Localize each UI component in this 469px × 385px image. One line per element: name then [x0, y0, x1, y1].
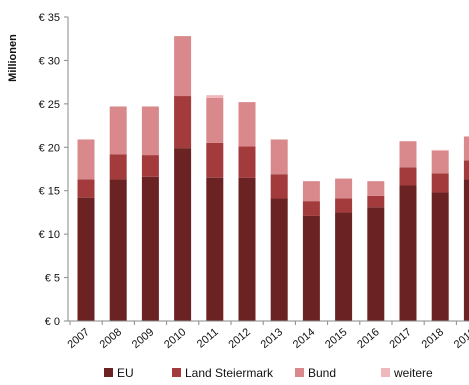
bar-2016-series-0 [367, 207, 385, 321]
bar-2015-series-1 [335, 198, 353, 213]
legend-swatch-2 [295, 368, 304, 377]
bar-2013-series-2 [270, 139, 288, 175]
x-tick-label: 2019 [452, 326, 469, 351]
bar-2008-series-0 [109, 179, 127, 321]
bar-2008-series-2 [109, 106, 127, 155]
bar-2007-series-1 [77, 179, 95, 198]
x-ticks-group: 2007 2008 2009 2010 2011 2012 2013 2014 2015 2016… [65, 321, 469, 351]
legend-label-0: EU [117, 366, 134, 380]
bar-2019-series-0 [463, 179, 469, 321]
bar-2011-series-0 [206, 177, 224, 321]
bar-2012-series-2 [238, 102, 256, 147]
bar-2014-series-2 [302, 181, 320, 202]
bar-2013-series-0 [270, 198, 288, 321]
bar-2013-series-1 [270, 174, 288, 199]
bar-2017-series-0 [399, 185, 417, 321]
bar-2011-series-2 [206, 97, 224, 143]
bar-2010-series-0 [174, 148, 192, 321]
bar-2009-series-0 [141, 176, 159, 321]
bar-2011-series-1 [206, 142, 224, 178]
bar-2010-series-2 [174, 36, 192, 97]
y-tick-label: € 10 [39, 229, 60, 241]
bar-2019-series-1 [463, 160, 469, 180]
bar-2007-series-0 [77, 197, 95, 321]
bar-2012-series-0 [238, 177, 256, 321]
bar-2019-series-3 [463, 135, 469, 137]
y-tick-label: € 15 [39, 186, 60, 198]
x-tick-label: 2009 [130, 326, 156, 351]
y-tick-label: € 35 [39, 12, 60, 24]
x-tick-label: 2018 [420, 326, 446, 351]
bar-2017-series-1 [399, 167, 417, 186]
bar-2017-series-2 [399, 141, 417, 168]
bar-2014-series-0 [302, 215, 320, 321]
x-tick-label: 2008 [98, 326, 124, 351]
bar-2012-series-1 [238, 146, 256, 178]
legend-swatch-1 [172, 368, 181, 377]
bar-2007-series-2 [77, 139, 95, 180]
x-tick-label: 2014 [291, 326, 317, 351]
bar-2016-series-2 [367, 181, 385, 196]
bar-2016-series-1 [367, 195, 385, 208]
x-tick-label: 2016 [355, 326, 381, 351]
bar-2015-series-0 [335, 212, 353, 321]
y-tick-label: € 5 [45, 273, 60, 285]
legend-swatch-0 [104, 368, 113, 377]
x-tick-label: 2013 [259, 326, 285, 351]
y-tick-label: € 20 [39, 142, 60, 154]
bar-2011-series-3 [206, 95, 224, 98]
bar-2018-series-2 [431, 150, 449, 174]
legend-swatch-3 [381, 368, 390, 377]
legend: EU Land Steiermark Bund weitere [104, 366, 433, 380]
y-ticks-group: € 0 € 5 € 10 € 15 € 20 € 25 € 30 € 35 [39, 12, 68, 328]
y-axis-title: Millionen [7, 34, 19, 82]
x-tick-label: 2015 [323, 326, 349, 351]
legend-label-2: Bund [308, 366, 336, 380]
bar-2008-series-1 [109, 154, 127, 180]
bars-group [77, 36, 469, 321]
x-tick-label: 2017 [387, 326, 413, 351]
x-tick-label: 2007 [65, 326, 91, 351]
bar-2018-series-1 [431, 173, 449, 193]
bar-2010-series-1 [174, 96, 192, 149]
bar-2018-series-0 [431, 192, 449, 321]
bar-2015-series-2 [335, 178, 353, 199]
x-tick-label: 2010 [162, 326, 188, 351]
legend-label-3: weitere [393, 366, 433, 380]
y-tick-label: € 30 [39, 55, 60, 67]
bar-2019-series-2 [463, 136, 469, 161]
x-tick-label: 2012 [226, 326, 252, 351]
y-tick-label: € 25 [39, 99, 60, 111]
bar-2018-series-3 [431, 149, 449, 151]
y-tick-label: € 0 [45, 316, 60, 328]
bar-2014-series-1 [302, 201, 320, 216]
x-tick-label: 2011 [195, 326, 221, 350]
bar-2009-series-2 [141, 106, 159, 156]
bar-2009-series-1 [141, 155, 159, 177]
legend-label-1: Land Steiermark [185, 366, 274, 380]
